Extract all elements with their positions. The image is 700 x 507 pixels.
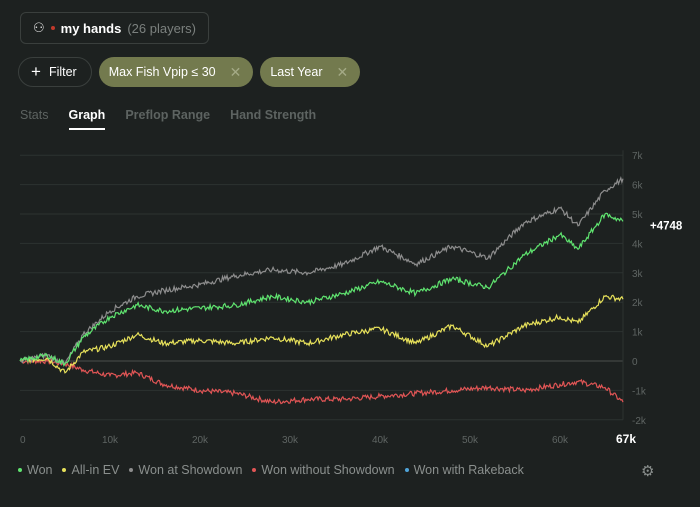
legend-label: Won at Showdown [138,463,243,477]
filter-chip-label: Last Year [270,65,323,79]
y-tick-label: 5k [632,210,644,221]
x-end-label: 67k [616,432,636,446]
legend-item[interactable]: Won [18,463,52,477]
series-line-won-at-showdown [19,176,624,366]
tab-graph[interactable]: Graph [68,108,106,130]
gear-icon[interactable]: ⚙ [641,463,655,480]
legend-label: Won without Showdown [261,463,395,477]
x-tick-label: 30k [282,435,299,446]
scope-name: my hands [60,20,122,36]
y-tick-label: -1k [632,386,647,397]
y-tick-label: -2k [632,416,647,427]
x-tick-label: 20k [192,435,209,446]
legend: Won All-in EV Won at Showdown Won without S… [18,463,534,477]
player-count: (26 players) [127,20,196,36]
y-tick-label: 3k [632,269,644,280]
y-tick-label: 4k [632,239,644,250]
player-scope-selector[interactable]: ⚇ my hands (26 players) [20,12,209,44]
legend-item[interactable]: Won without Showdown [252,463,395,477]
filter-chip-fish-vpip[interactable]: Max Fish Vpip ≤ 30 ✕ [98,57,254,87]
x-tick-label: 40k [372,435,389,446]
winnings-graph: -2k -1k 0 1k 2k 3k 4k 5k 6k 7k 0 10k 20k 30k 40k 50k 60k… [19,150,683,446]
x-tick-label: 10k [102,435,119,446]
add-filter-label: Filter [48,65,77,79]
close-icon[interactable]: ✕ [229,63,242,80]
y-tick-label: 6k [632,181,644,192]
tab-stats[interactable]: Stats [20,108,49,122]
x-tick-label: 0 [20,435,26,446]
status-dot [50,26,55,30]
legend-label: Won with Rakeback [413,463,524,477]
legend-dot [62,468,67,472]
filter-chip-label: Max Fish Vpip ≤ 30 [108,65,216,79]
y-tick-label: 7k [632,151,644,162]
end-value-label: +4748 [650,220,683,232]
y-tick-label: 1k [632,328,644,339]
legend-label: Won [27,463,53,477]
legend-label: All-in EV [71,463,120,477]
tab-hand-strength[interactable]: Hand Strength [230,108,317,122]
series-line-won-without-showdown [19,356,624,405]
legend-item[interactable]: Won with Rakeback [404,463,524,477]
legend-dot [404,468,409,472]
tab-bar: Stats Graph Preflop Range Hand Strength [20,108,336,130]
x-tick-label: 50k [462,435,479,446]
filter-bar: + Filter Max Fish Vpip ≤ 30 ✕ Last Year … [18,57,361,87]
legend-dot [252,468,257,472]
filter-chip-date[interactable]: Last Year ✕ [260,57,361,87]
plus-icon: + [31,62,41,81]
y-tick-label: 2k [632,298,644,309]
series-line-won [19,212,624,368]
legend-dot [129,468,134,472]
legend-dot [18,468,22,472]
close-icon[interactable]: ✕ [336,63,349,80]
series-line-all-in-ev [19,294,624,374]
add-filter-button[interactable]: + Filter [18,57,92,87]
y-tick-label: 0 [632,357,638,368]
tab-preflop-range[interactable]: Preflop Range [125,108,211,122]
legend-item[interactable]: Won at Showdown [129,463,242,477]
user-group-icon: ⚇ [33,20,45,35]
legend-item[interactable]: All-in EV [62,463,119,477]
x-tick-label: 60k [552,435,569,446]
